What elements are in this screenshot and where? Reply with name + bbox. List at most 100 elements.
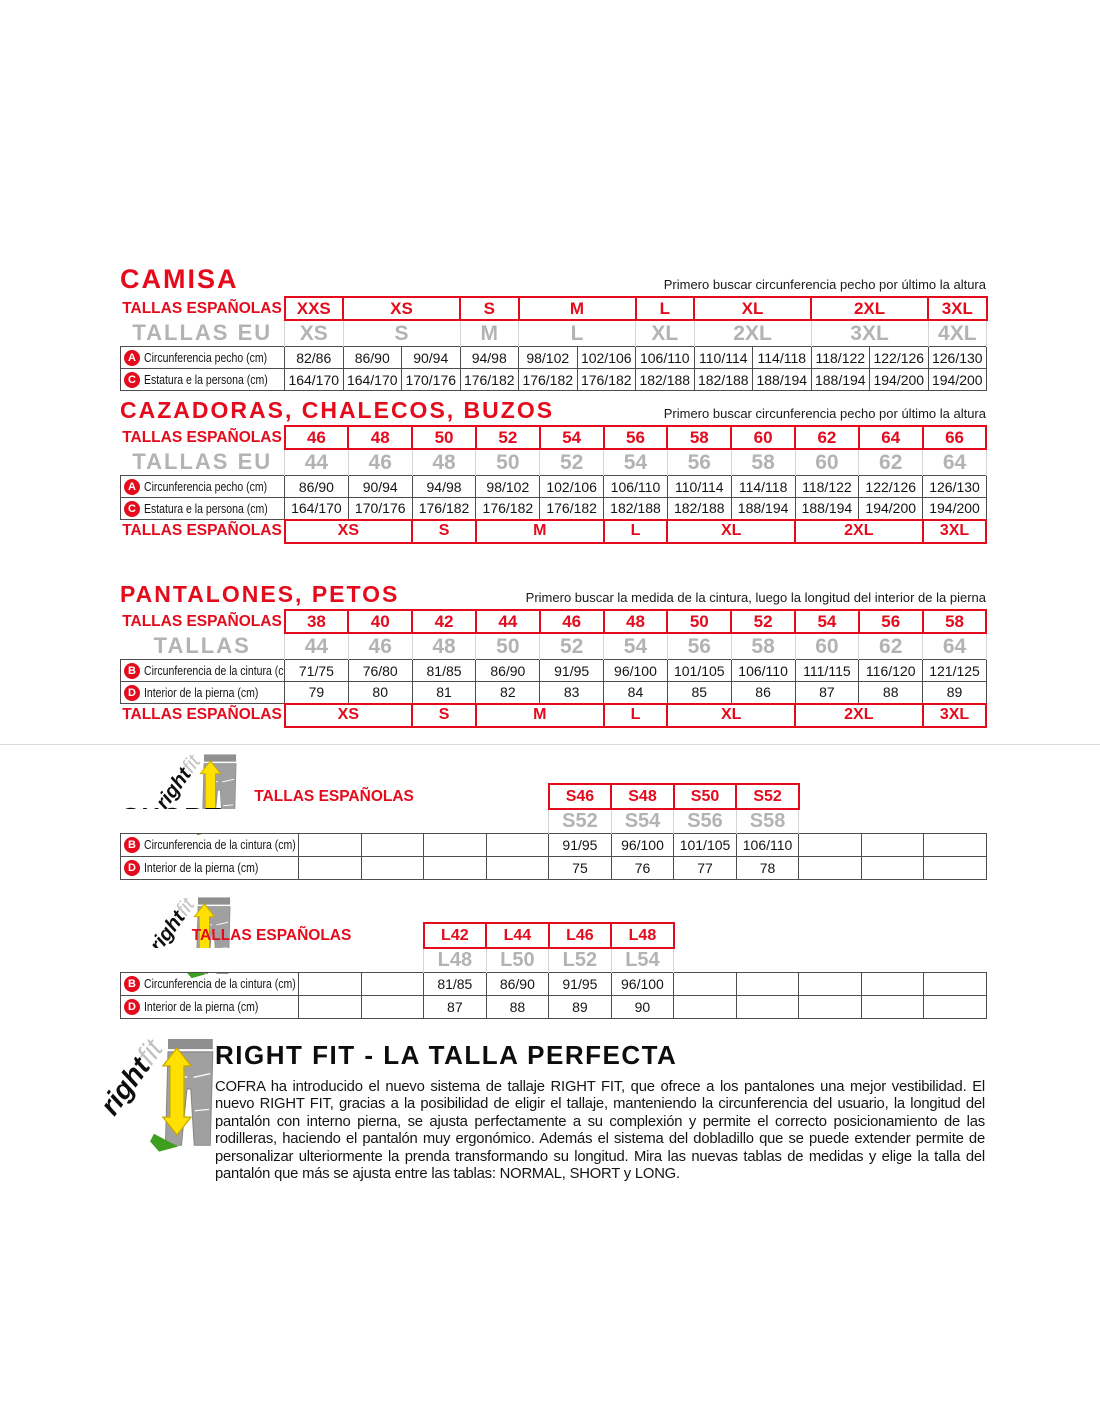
tallas-espanolas-label: TALLAS ESPAÑOLAS bbox=[122, 612, 282, 630]
measure-label: Circunferencia de la cintura (cm) bbox=[144, 838, 296, 852]
measure-value-cell: 182/188 bbox=[666, 497, 732, 520]
measure-value-cell: 71/75 bbox=[284, 659, 349, 682]
eu-size-cell: L bbox=[517, 320, 637, 347]
tallas-espanolas-label: TALLAS ESPAÑOLAS bbox=[122, 299, 282, 317]
measure-value-cell: 122/126 bbox=[858, 475, 924, 498]
blank-cell bbox=[120, 809, 549, 834]
cazadoras-note: Primero buscar circunferencia pecho por … bbox=[663, 405, 986, 421]
measure-label: Interior de la pierna (cm) bbox=[144, 1000, 259, 1014]
es-size-cell: 46 bbox=[283, 425, 350, 450]
eu-size-cell: S56 bbox=[673, 809, 737, 834]
measure-value-cell: 126/130 bbox=[922, 475, 987, 498]
measure-value-cell: 79 bbox=[284, 681, 349, 704]
es-size-cell: 2XL bbox=[794, 518, 924, 544]
es-size-cell: 58 bbox=[921, 609, 988, 634]
measure-row: A Circunferencia pecho (cm) 86/90 90/94 94/9… bbox=[120, 475, 987, 498]
es-size-cell: XS bbox=[342, 296, 461, 321]
measure-value-cell bbox=[673, 995, 737, 1019]
measure-value-cell: 106/110 bbox=[730, 659, 796, 682]
eu-size-cell: 48 bbox=[411, 633, 477, 660]
measure-value-cell bbox=[360, 972, 425, 996]
measure-value-cell bbox=[860, 972, 925, 996]
measure-badge: C bbox=[124, 371, 140, 388]
measure-value-cell: 91/95 bbox=[548, 833, 612, 857]
es-size-cell: 58 bbox=[666, 425, 733, 450]
eu-size-cell: 64 bbox=[922, 633, 987, 660]
size-table: TALLAS ESPAÑOLAS XXS XS S M L XL 2XL 3XL TALLAS E… bbox=[120, 296, 988, 391]
measure-badge: D bbox=[124, 860, 140, 876]
measure-value-cell: 121/125 bbox=[922, 659, 987, 682]
measure-value-cell bbox=[923, 972, 987, 996]
rightfit-paragraph: COFRA ha introducido el nuevo sistema de… bbox=[215, 1079, 985, 1183]
es-size-cell: 3XL bbox=[921, 518, 988, 544]
green-arrow-icon bbox=[150, 1133, 179, 1152]
measure-value-cell: 96/100 bbox=[603, 659, 668, 682]
tallas-espanolas-label: TALLAS ESPAÑOLAS bbox=[254, 787, 414, 805]
eu-size-cell: 62 bbox=[858, 633, 924, 660]
measure-value-cell: 118/122 bbox=[810, 346, 871, 369]
measure-badge: B bbox=[124, 976, 140, 992]
measure-value-cell: 88 bbox=[485, 995, 550, 1019]
measure-value-cell: 86/90 bbox=[485, 972, 550, 996]
measure-label-cell: A Circunferencia pecho (cm) bbox=[120, 346, 285, 369]
measure-value-cell: 188/194 bbox=[730, 497, 796, 520]
measure-value-cell bbox=[298, 833, 362, 857]
measure-label-cell: C Estatura e la persona (cm) bbox=[120, 497, 285, 520]
es-size-cell: S48 bbox=[610, 783, 675, 810]
measure-value-cell bbox=[673, 972, 737, 996]
measure-value-cell bbox=[798, 856, 862, 880]
eu-size-cell: 60 bbox=[794, 633, 860, 660]
measure-value-cell bbox=[860, 995, 925, 1019]
measure-label: Circunferencia de la cintura (cm) bbox=[144, 977, 296, 991]
measure-value-cell: 194/200 bbox=[927, 368, 988, 391]
measure-value-cell: 80 bbox=[347, 681, 413, 704]
measure-value-cell: 188/194 bbox=[794, 497, 860, 520]
eu-size-cell: M bbox=[459, 320, 519, 347]
measure-value-cell: 91/95 bbox=[548, 972, 612, 996]
eu-size-cell: S54 bbox=[610, 809, 675, 834]
measure-value-cell: 85 bbox=[666, 681, 732, 704]
tallas-espanolas-label: TALLAS ESPAÑOLAS bbox=[122, 428, 282, 446]
eu-size-cell: 2XL bbox=[693, 320, 812, 347]
measure-value-cell bbox=[798, 833, 862, 857]
measure-label: Interior de la pierna (cm) bbox=[144, 861, 259, 875]
es-size-cell: S52 bbox=[735, 783, 800, 810]
eu-size-cell: 4XL bbox=[927, 320, 988, 347]
section-divider bbox=[0, 744, 1100, 745]
measure-value-cell bbox=[360, 833, 425, 857]
tallas-espanolas-label: TALLAS ESPAÑOLAS bbox=[122, 522, 282, 540]
measure-value-cell: 96/100 bbox=[610, 972, 675, 996]
es-size-cell: 62 bbox=[794, 425, 860, 450]
blank-cell bbox=[673, 948, 987, 973]
eu-size-cell: S52 bbox=[548, 809, 612, 834]
measure-row: B Circunferencia de la cintura (cm) 71/75 7… bbox=[120, 659, 987, 682]
es-size-cell: M bbox=[517, 296, 637, 321]
es-size-cell: 56 bbox=[602, 425, 669, 450]
rightfit-logo: rightfit bbox=[94, 1033, 214, 1152]
es-size-cell: 3XL bbox=[927, 296, 988, 321]
es-size-cell: 2XL bbox=[794, 702, 924, 728]
eu-size-cell: 50 bbox=[475, 449, 541, 476]
tallas-eu-label: TALLAS bbox=[153, 633, 251, 658]
es-size-cell: 3XL bbox=[921, 702, 988, 728]
measure-label: Circunferencia pecho (cm) bbox=[144, 350, 268, 365]
es-size-cell: XXS bbox=[283, 296, 344, 321]
camisa-section: CAMISA Primero buscar circunferencia pec… bbox=[120, 266, 988, 391]
es-size-cell: S bbox=[411, 518, 477, 544]
measure-value-cell: 82/86 bbox=[284, 346, 344, 369]
measure-badge: B bbox=[124, 837, 140, 853]
measure-row: B Circunferencia de la cintura (cm) 81/85 8… bbox=[120, 972, 987, 996]
measure-value-cell bbox=[298, 972, 362, 996]
measure-label-cell: D Interior de la pierna (cm) bbox=[120, 856, 299, 880]
measure-value-cell: 164/170 bbox=[284, 368, 344, 391]
pantalones-title: PANTALONES, PETOS bbox=[120, 581, 400, 607]
es-size-cell: XL bbox=[666, 702, 796, 728]
measure-value-cell: 176/182 bbox=[475, 497, 541, 520]
measure-value-cell: 81/85 bbox=[423, 972, 487, 996]
blank-cell bbox=[798, 784, 987, 809]
measure-badge: D bbox=[124, 684, 140, 701]
pantalones-section: PANTALONES, PETOS Primero buscar la medi… bbox=[120, 581, 988, 728]
es-size-cell: 60 bbox=[730, 425, 796, 450]
es-size-cell: 2XL bbox=[810, 296, 930, 321]
